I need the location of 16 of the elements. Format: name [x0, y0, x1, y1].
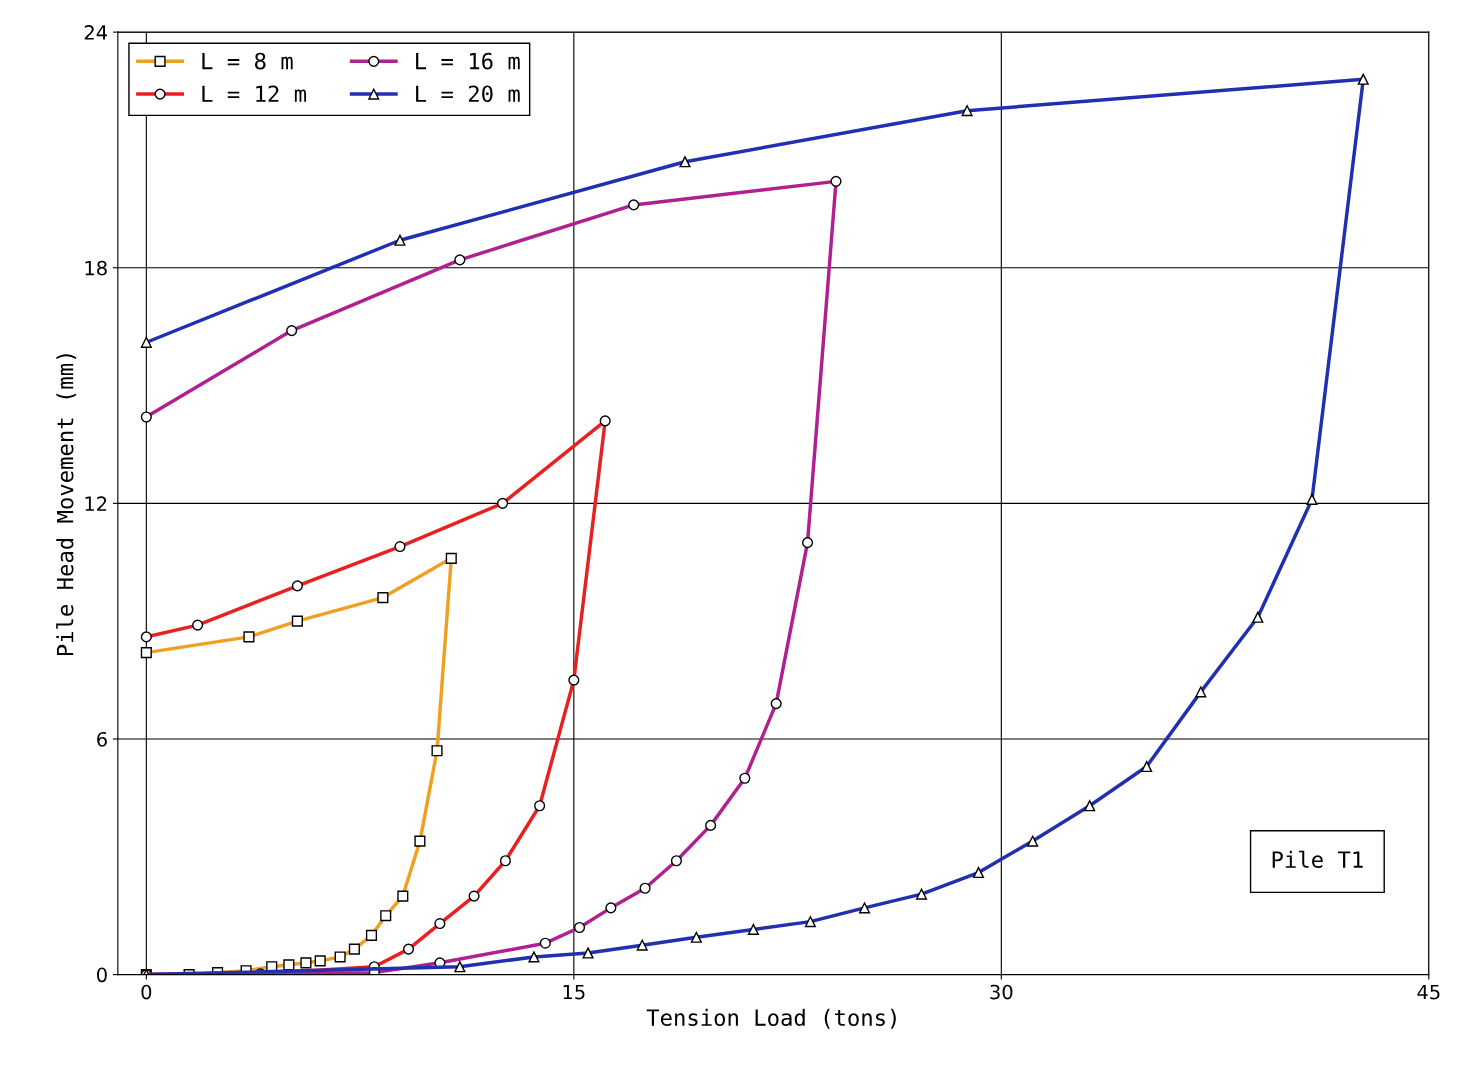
legend-label: L = 8 m — [202, 52, 293, 70]
annotation: Pile T1 — [1272, 850, 1363, 869]
y-axis-title: Pile Head Movement (mm) — [56, 354, 77, 656]
y-tick-label: 6 — [97, 731, 107, 747]
y-tick-label: 12 — [85, 496, 107, 511]
y-tick-label: 18 — [85, 260, 107, 276]
legend-label: L = 12 m — [202, 85, 307, 102]
x-tick-label: 45 — [1417, 984, 1440, 1000]
y-tick-label: 0 — [97, 967, 107, 983]
x-tick-label: 0 — [141, 984, 152, 1000]
x-tick-label: 30 — [990, 984, 1013, 1000]
x-axis-title: Tension Load (tons) — [646, 1008, 896, 1029]
legend-label: L = 16 m — [416, 52, 520, 70]
y-tick-label: 24 — [84, 25, 108, 40]
legend-label: L = 20 m — [416, 85, 520, 103]
x-tick-label: 15 — [563, 984, 585, 1000]
